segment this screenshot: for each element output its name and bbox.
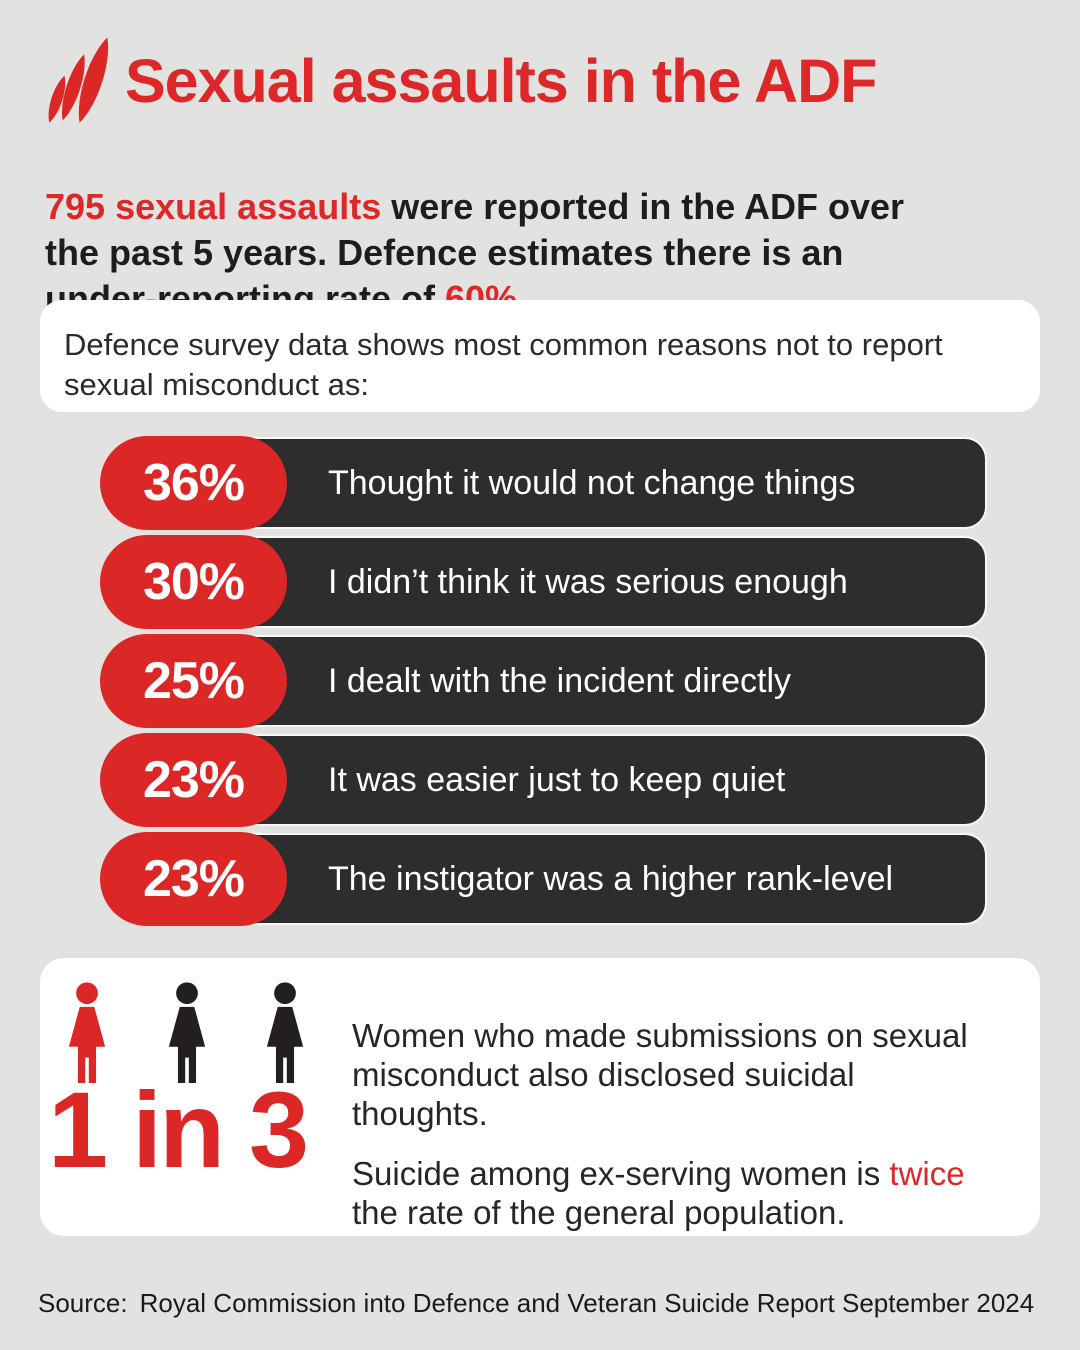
reason-pct-pill: 23% — [100, 832, 287, 926]
page-title: Sexual assaults in the ADF — [125, 46, 877, 115]
survey-note-text: Defence survey data shows most common re… — [64, 327, 943, 403]
reason-row: The instigator was a higher rank-level 2… — [100, 832, 985, 926]
suicide-stats-card: 1 in 3 Women who made submissions on sex… — [40, 958, 1040, 1236]
reason-pct-pill: 25% — [100, 634, 287, 728]
reason-row: Thought it would not change things 36% — [100, 436, 985, 530]
reason-pct: 23% — [142, 751, 245, 809]
intro-end: . — [517, 278, 528, 320]
reason-label: It was easier just to keep quiet — [328, 760, 786, 799]
reason-pct-pill: 23% — [100, 733, 287, 827]
survey-note-card: Defence survey data shows most common re… — [40, 300, 1040, 412]
reason-row: I dealt with the incident directly 25% — [100, 634, 985, 728]
reason-row: I didn’t think it was serious enough 30% — [100, 535, 985, 629]
reason-pct-pill: 36% — [100, 436, 287, 530]
source-label: Source: — [38, 1288, 128, 1318]
reason-label: Thought it would not change things — [328, 463, 856, 502]
header: Sexual assaults in the ADF — [45, 34, 877, 128]
woman-icon — [168, 982, 206, 1083]
stat-p2-highlight: twice — [889, 1155, 965, 1192]
reason-pct: 30% — [142, 553, 245, 611]
intro-highlight-count: 795 sexual assaults — [45, 186, 382, 227]
sbs-logo-icon — [48, 37, 109, 123]
stat-p2-text: Suicide among ex-serving women is — [352, 1155, 890, 1192]
reason-label: The instigator was a higher rank-level — [328, 859, 894, 898]
source-line: Source: Royal Commission into Defence and… — [38, 1288, 1034, 1319]
source-text: Royal Commission into Defence and Vetera… — [139, 1288, 1035, 1318]
woman-icon — [266, 982, 304, 1083]
reasons-bar-list: Thought it would not change things 36% I… — [100, 436, 985, 931]
reason-pct: 36% — [142, 454, 245, 512]
ratio-figure: 1 in 3 — [48, 1069, 309, 1190]
stat-paragraph-1: Women who made submissions on sexual mis… — [352, 1017, 968, 1132]
reason-label: I dealt with the incident directly — [328, 661, 792, 700]
reason-pct-pill: 30% — [100, 535, 287, 629]
stat-p2-text-end: the rate of the general population. — [352, 1193, 846, 1231]
intro-body-text: were reported in the ADF over the past 5… — [45, 186, 905, 320]
intro-paragraph: 795 sexual assaults were reported in the… — [45, 184, 1005, 322]
reason-pct: 25% — [142, 652, 245, 710]
reason-pct: 23% — [142, 850, 245, 908]
stat-paragraph-2: Suicide among ex-serving women is twice … — [352, 1155, 1022, 1233]
reason-label: I didn’t think it was serious enough — [328, 562, 848, 601]
reason-row: It was easier just to keep quiet 23% — [100, 733, 985, 827]
woman-icon-red — [68, 982, 106, 1083]
